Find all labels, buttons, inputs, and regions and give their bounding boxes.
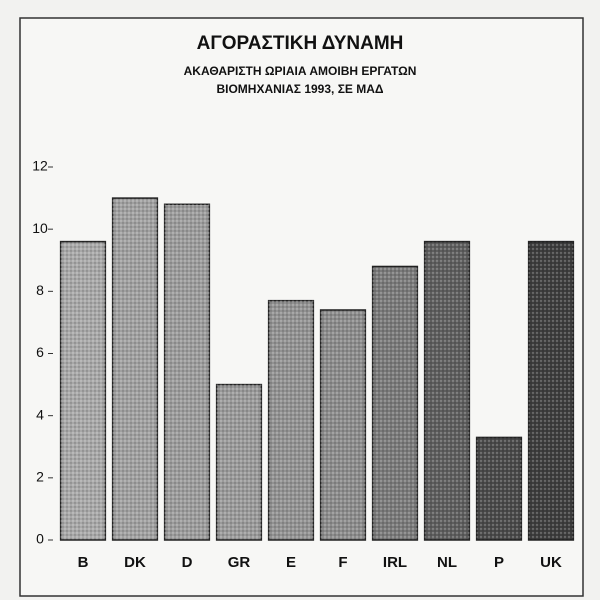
x-tick-label: B — [78, 554, 89, 571]
bar-texture — [372, 266, 418, 540]
chart-title: ΑΓΟΡΑΣΤΙΚΗ ΔΥΝΑΜΗ — [197, 33, 404, 54]
x-tick-label: NL — [437, 554, 457, 571]
y-tick-label: 12 — [32, 158, 48, 174]
y-tick-label: 10 — [32, 220, 48, 236]
bar-texture — [320, 309, 366, 540]
y-tick-label: 2 — [36, 469, 44, 485]
x-tick-label: DK — [124, 554, 146, 571]
bar-texture — [476, 437, 522, 540]
x-tick-label: E — [286, 554, 296, 571]
x-tick-label: F — [338, 554, 347, 571]
x-tick-label: IRL — [383, 554, 407, 571]
x-tick-label: P — [494, 554, 504, 571]
x-tick-label: GR — [228, 554, 251, 571]
y-tick-label: 8 — [36, 282, 44, 298]
bar-texture — [424, 241, 470, 540]
y-tick-label: 6 — [36, 344, 44, 360]
y-tick-label: 4 — [36, 406, 44, 422]
bar-texture — [216, 384, 262, 540]
bar-texture — [268, 300, 314, 540]
subtitle: ΑΚΑΘΑΡΙΣΤΗ ΩΡΙΑΙΑ ΑΜΟΙΒΗ ΕΡΓΑΤΩΝ — [184, 64, 417, 78]
bar-texture — [60, 241, 106, 540]
subtitle: ΒΙΟΜΗΧΑΝΙΑΣ 1993, ΣΕ ΜΑΔ — [216, 82, 383, 96]
bar-texture — [112, 198, 158, 541]
bar-texture — [528, 241, 574, 540]
x-tick-label: D — [182, 554, 193, 571]
y-tick-label: 0 — [36, 531, 44, 547]
x-tick-label: UK — [540, 554, 562, 571]
bar-texture — [164, 204, 210, 541]
